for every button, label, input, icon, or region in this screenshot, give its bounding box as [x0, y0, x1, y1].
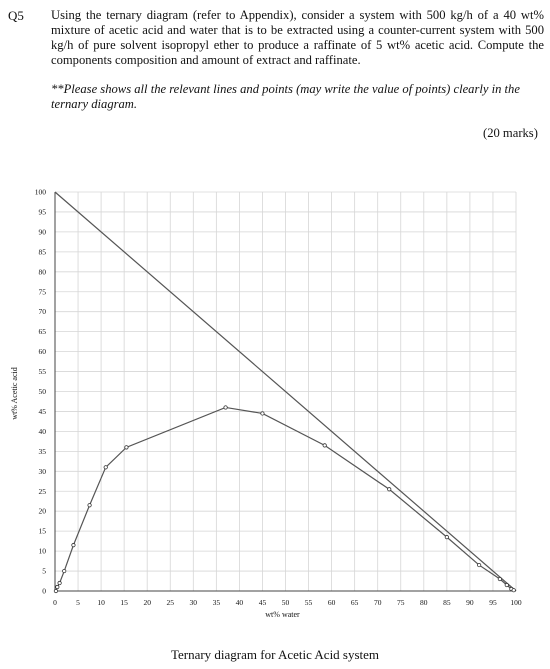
question-note: **Please shows all the relevant lines an…: [51, 82, 520, 111]
question-text: Using the ternary diagram (refer to Appe…: [51, 8, 544, 67]
y-tick-label: 65: [39, 327, 47, 336]
data-point: [387, 487, 392, 492]
marks-label: (20 marks): [483, 126, 538, 140]
x-tick-label: 85: [443, 598, 451, 607]
x-tick-label: 40: [236, 598, 244, 607]
y-tick-label: 30: [39, 467, 47, 476]
x-tick-label: 15: [120, 598, 128, 607]
y-tick-label: 0: [42, 587, 46, 596]
y-tick-label: 45: [39, 407, 47, 416]
y-tick-label: 55: [39, 367, 47, 376]
question-number: Q5: [8, 8, 24, 23]
y-tick-label: 75: [39, 287, 47, 296]
data-point: [497, 576, 502, 582]
x-tick-label: 20: [143, 598, 151, 607]
y-tick-label: 70: [39, 307, 47, 316]
data-point: [260, 411, 265, 416]
data-point: [124, 445, 129, 450]
x-tick-label: 50: [282, 598, 290, 607]
y-tick-label: 85: [39, 247, 47, 256]
x-axis-label: wt% water: [265, 610, 300, 619]
x-tick-label: 70: [374, 598, 382, 607]
y-tick-label: 25: [39, 487, 47, 496]
x-tick-label: 75: [397, 598, 405, 607]
y-tick-label: 40: [39, 427, 47, 436]
x-tick-label: 45: [259, 598, 267, 607]
data-point: [322, 443, 327, 448]
y-tick-label: 10: [39, 547, 47, 556]
x-tick-label: 5: [76, 598, 80, 607]
solubility-curve: [55, 406, 514, 592]
data-point: [223, 405, 228, 410]
data-point: [444, 535, 449, 540]
x-tick-label: 80: [420, 598, 428, 607]
hypotenuse-line: [54, 191, 517, 592]
x-tick-labels: 0 5 10 15 20 25 30 35 40 45 50 55 60 65 70 75 80 85 90 95 10…: [53, 598, 522, 607]
y-axis-label: wt% Acetic acid: [10, 367, 19, 419]
x-tick-label: 95: [489, 598, 497, 607]
chart-caption: Ternary diagram for Acetic Acid system: [170, 647, 380, 662]
y-tick-label: 90: [39, 227, 47, 236]
data-point: [55, 584, 60, 590]
data-point: [57, 580, 62, 586]
ternary-chart: 0510152025303540455055606570758085909510…: [10, 188, 522, 620]
x-tick-label: 55: [305, 598, 313, 607]
data-point: [62, 568, 67, 574]
data-point: [103, 465, 108, 470]
x-tick-label: 25: [167, 598, 175, 607]
y-tick-label: 15: [39, 527, 47, 536]
x-tick-label: 60: [328, 598, 336, 607]
data-point: [87, 503, 92, 508]
data-point: [53, 588, 59, 594]
data-point: [477, 562, 482, 568]
y-tick-label: 35: [39, 447, 47, 456]
y-tick-labels: 0 5 10 15 20 25 30 35 40 45 50 55 60 65 70 75 80 85 90 95 10…: [35, 188, 47, 596]
y-tick-label: 5: [42, 567, 46, 576]
x-tick-label: 0: [53, 598, 57, 607]
chart-grid: [54, 191, 517, 592]
x-tick-label: 90: [466, 598, 474, 607]
y-tick-label: 100: [35, 188, 47, 197]
data-point: [71, 543, 76, 548]
y-tick-label: 50: [39, 387, 47, 396]
x-tick-label: 10: [97, 598, 105, 607]
x-tick-label: 100: [510, 598, 522, 607]
chart-series: [53, 191, 517, 594]
y-tick-label: 60: [39, 347, 47, 356]
y-tick-label: 20: [39, 507, 47, 516]
data-point: [504, 582, 509, 588]
y-tick-label: 95: [39, 207, 47, 216]
x-tick-label: 30: [190, 598, 198, 607]
data-point: [511, 588, 516, 593]
x-tick-label: 35: [213, 598, 221, 607]
x-tick-label: 65: [351, 598, 359, 607]
chart-axes: [54, 192, 516, 592]
y-tick-label: 80: [39, 267, 47, 276]
